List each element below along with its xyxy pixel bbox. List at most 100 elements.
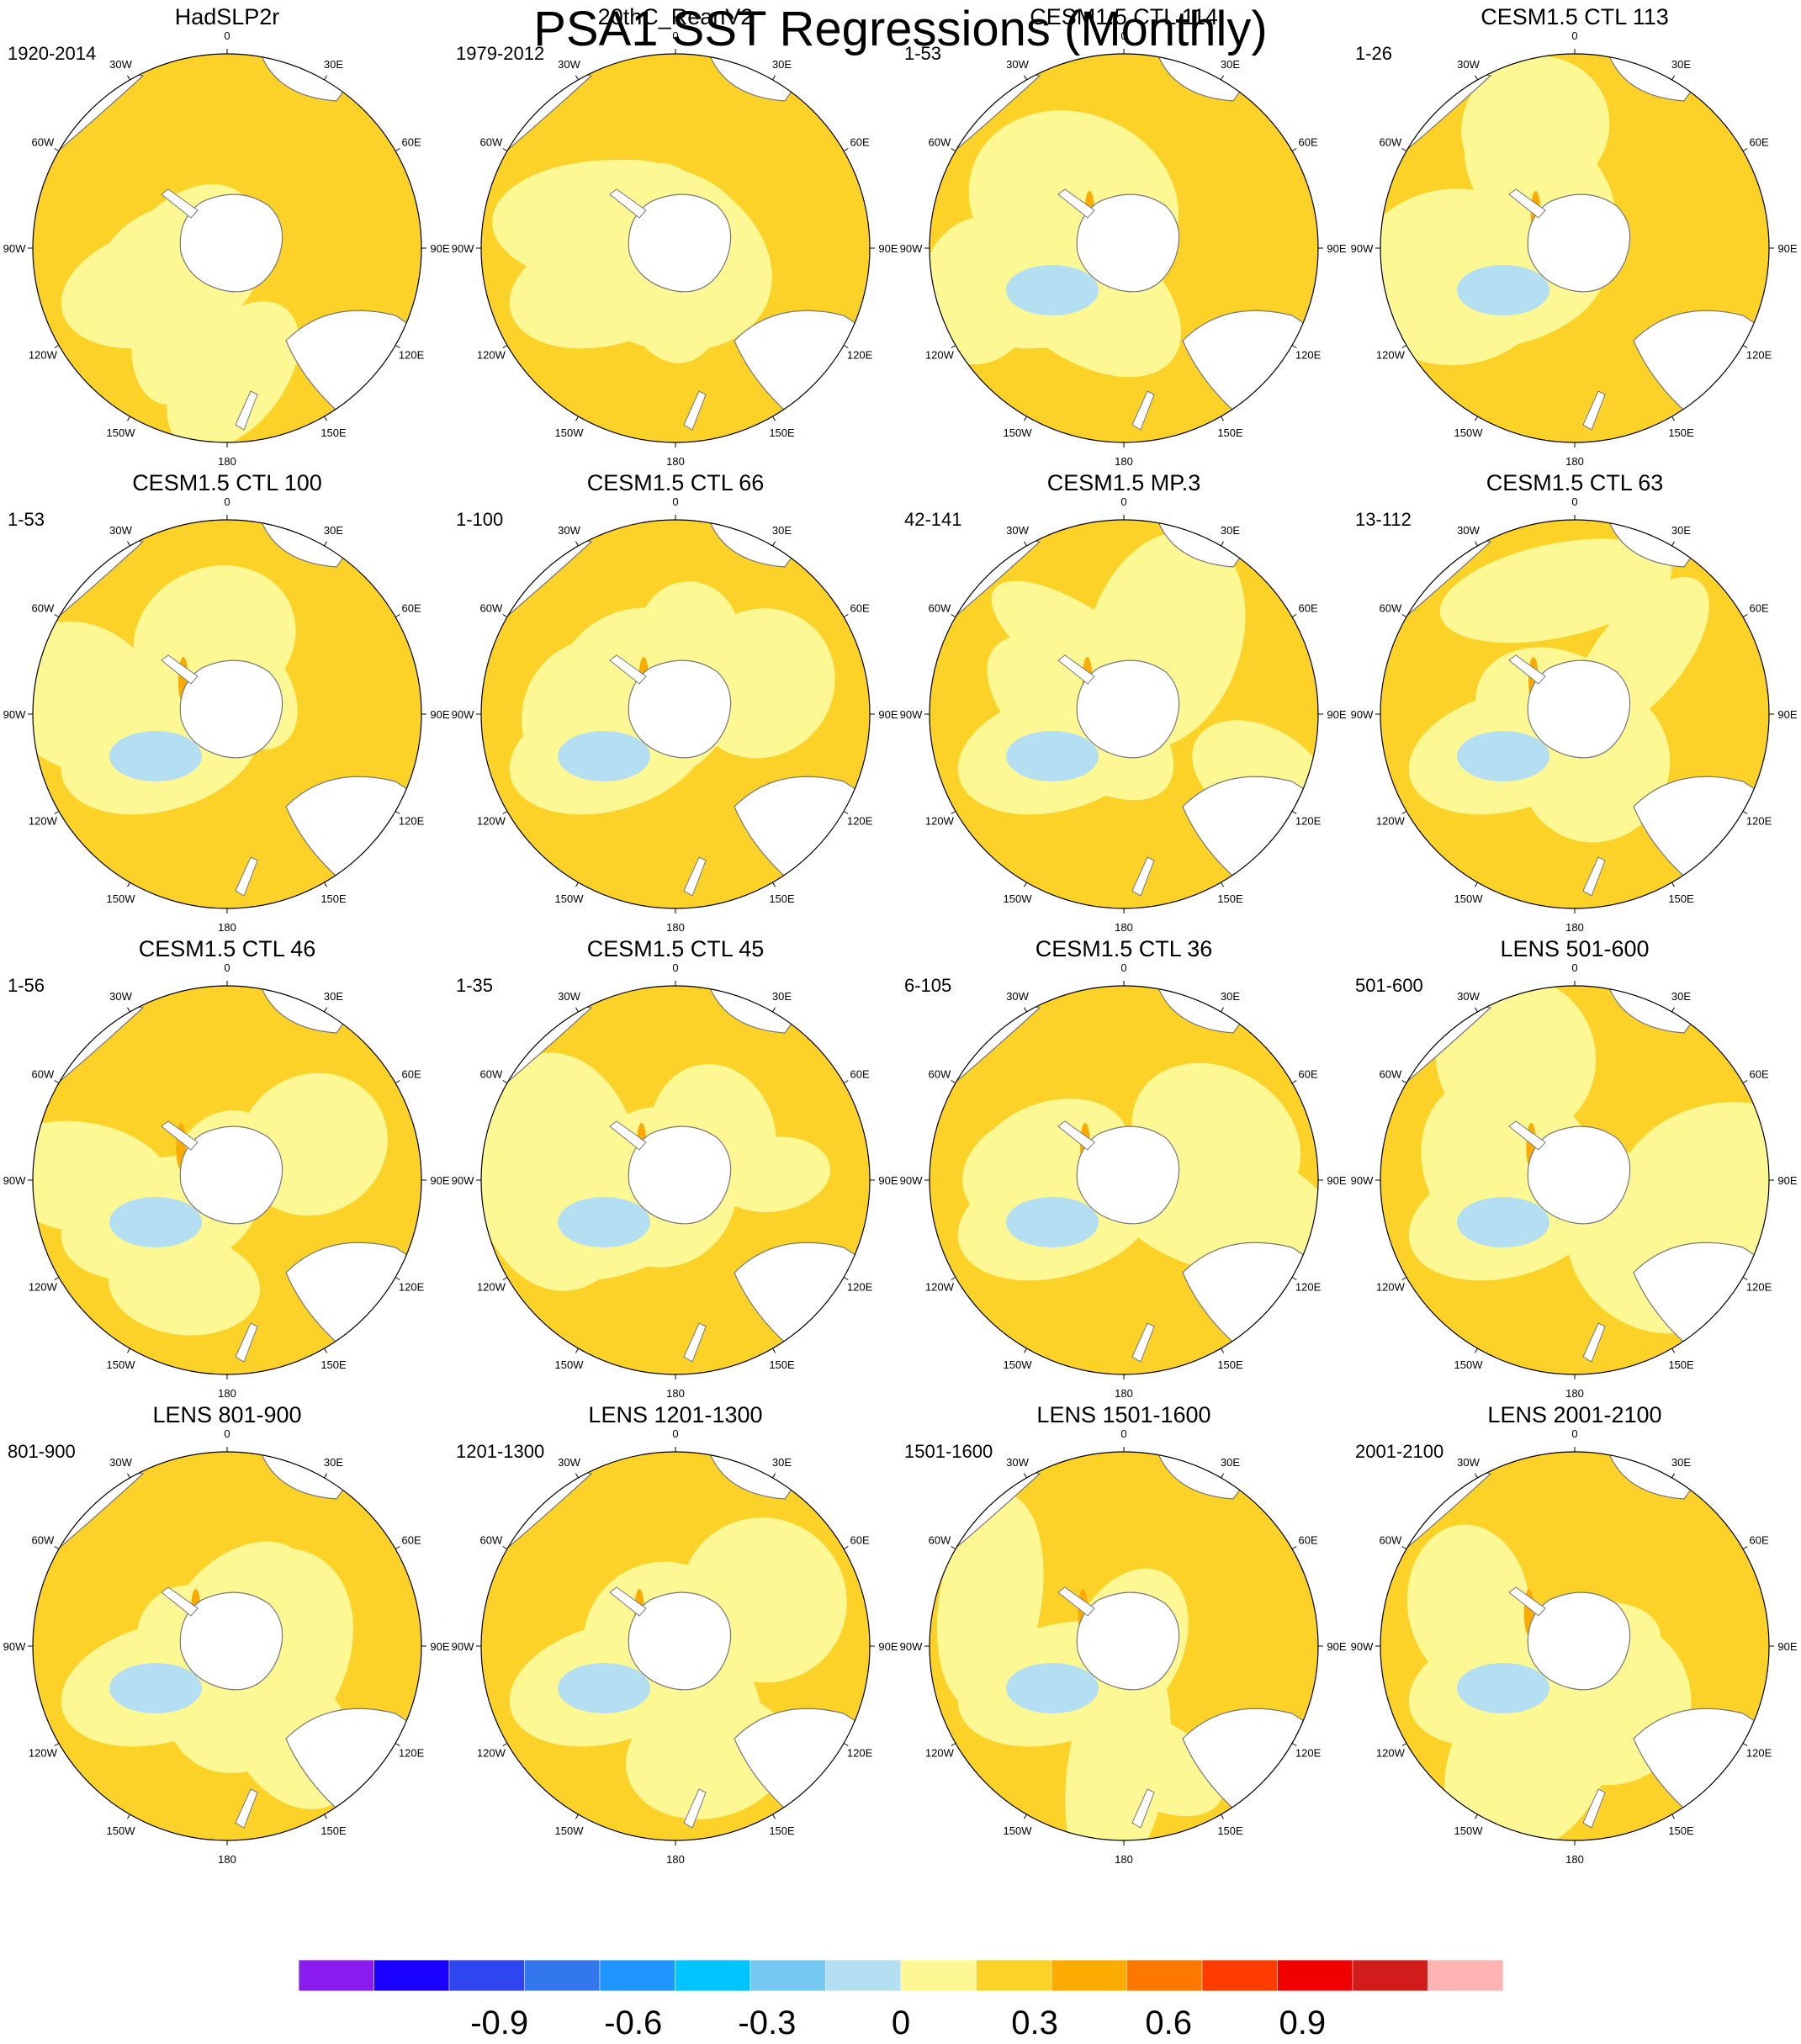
lon-label: 120E [399, 1281, 425, 1294]
lon-tick [1024, 75, 1027, 81]
lon-tick [1221, 416, 1224, 421]
lon-label: 60W [929, 602, 951, 615]
lon-tick [502, 345, 508, 348]
lon-label: 0 [672, 495, 678, 508]
lon-tick [395, 1080, 400, 1083]
panel-period: 1920-2014 [8, 43, 96, 64]
lon-label: 60E [850, 602, 870, 615]
lon-label: 90W [3, 242, 26, 255]
lon-label: 180 [1115, 1853, 1133, 1866]
lon-label: 180 [1115, 455, 1133, 468]
lon-label: 120E [847, 1281, 873, 1294]
lon-label: 30W [1006, 58, 1029, 71]
lon-label: 120E [847, 815, 873, 828]
new-zealand-land [1131, 390, 1155, 431]
lon-label: 180 [1565, 1387, 1584, 1400]
lon-label: 0 [1120, 495, 1126, 508]
peninsula-land [161, 1120, 199, 1151]
lon-label: 60W [32, 602, 55, 615]
lon-tick [1221, 541, 1224, 547]
colorbar-tick-label: -0.9 [470, 2004, 528, 2041]
lon-label: 150W [1004, 426, 1033, 439]
lon-tick [1742, 1546, 1748, 1549]
lon-label: 90W [1351, 1174, 1374, 1187]
lon-tick [1401, 1743, 1407, 1746]
lon-label: 60E [1299, 136, 1318, 149]
new-zealand-land [235, 856, 258, 897]
colorbar-tick-label: -0.3 [738, 2004, 796, 2041]
new-zealand-land [1131, 1322, 1155, 1363]
field-strong-negative [109, 731, 202, 781]
lon-label: 120W [925, 1281, 955, 1294]
lon-label: 0 [672, 961, 678, 974]
antarctica-land [1527, 193, 1631, 293]
lon-label: 120E [1746, 1747, 1772, 1760]
lon-label: 30E [324, 1456, 343, 1469]
lon-tick [1475, 541, 1478, 547]
lon-label: 180 [218, 455, 236, 468]
field-negative [638, 581, 740, 689]
peninsula-land [1508, 1586, 1546, 1617]
lon-tick [1671, 416, 1675, 421]
colorbar-tick-label: 0.6 [1145, 2004, 1192, 2041]
lon-tick [843, 1080, 849, 1083]
panel-grid: HadSLP2r 1920-2014 0 30E 60E 90E 120E 150E 180 15… [3, 4, 1798, 1866]
lon-label: 0 [1571, 29, 1577, 42]
panel-title: CESM1.5 CTL 113 [1481, 4, 1669, 29]
map-panel: LENS 2001-2100 2001-2100 0 30E 60E 90E 120E 150… [1351, 1402, 1798, 1866]
lon-label: 150W [1004, 1824, 1033, 1837]
new-zealand-land [1582, 856, 1606, 897]
lon-tick [843, 148, 849, 151]
new-zealand-land [1582, 390, 1606, 431]
lon-label: 60E [1750, 1068, 1769, 1081]
peninsula-land [609, 654, 647, 685]
lon-label: 60W [480, 136, 503, 149]
lon-label: 150W [1454, 426, 1484, 439]
colorbar-swatch [976, 1959, 1052, 1992]
lon-tick [1024, 416, 1027, 421]
lon-tick [1401, 148, 1407, 151]
lon-label: 30W [558, 524, 580, 537]
lon-label: 90W [900, 1174, 923, 1187]
lon-label: 60W [1380, 136, 1402, 149]
lon-label: 90W [3, 708, 26, 721]
lon-label: 120E [399, 1747, 425, 1760]
lon-label: 30W [1006, 1456, 1029, 1469]
lon-label: 120W [925, 815, 955, 828]
lon-tick [1221, 1473, 1224, 1479]
lon-label: 60W [480, 1068, 503, 1081]
map-panel: CESM1.5 CTL 114 1-53 0 30E 60E 90E 120E 150E 180… [900, 4, 1347, 468]
lon-tick [324, 75, 327, 81]
lon-label: 60E [1299, 1068, 1318, 1081]
lon-label: 120W [477, 1747, 506, 1760]
peninsula-land [1508, 1120, 1546, 1151]
lon-label: 180 [218, 1387, 236, 1400]
lon-label: 90W [900, 242, 923, 255]
lon-tick [54, 1080, 60, 1083]
lon-label: 60W [1380, 602, 1402, 615]
peninsula-land [1057, 1120, 1095, 1151]
lon-label: 150E [769, 1824, 795, 1837]
lon-label: 60E [850, 136, 870, 149]
lon-label: 90E [878, 1174, 898, 1187]
lon-label: 120W [29, 815, 58, 828]
peninsula-land [1057, 654, 1095, 685]
panel-title: LENS 1501-1600 [1036, 1402, 1210, 1427]
lon-label: 60E [402, 136, 421, 149]
lon-label: 90W [900, 708, 923, 721]
colorbar-tick-label: 0.9 [1279, 2004, 1327, 2041]
lon-tick [1024, 1814, 1027, 1819]
lon-tick [1221, 1348, 1224, 1353]
field-strong-negative [1006, 265, 1099, 315]
panel-title: HadSLP2r [175, 4, 280, 29]
map-panel: CESM1.5 CTL 113 1-26 0 30E 60E 90E 120E 150E 180… [1351, 4, 1798, 468]
lon-label: 150E [1668, 426, 1694, 439]
lon-label: 120E [1295, 1747, 1322, 1760]
lon-tick [1671, 75, 1675, 81]
lon-label: 30W [109, 58, 132, 71]
panel-period: 1501-1600 [904, 1441, 993, 1462]
lon-label: 60W [929, 1534, 951, 1547]
map-panel: CESM1.5 CTL 63 13-112 0 30E 60E 90E 120E 150E 18… [1351, 470, 1798, 934]
lon-tick [127, 1814, 130, 1819]
lon-tick [575, 1814, 579, 1819]
